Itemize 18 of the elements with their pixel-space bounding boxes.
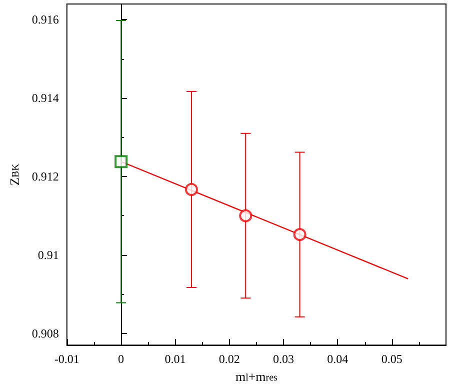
x-tick-label: 0.05 [381, 352, 402, 366]
x-tick-label: 0.01 [164, 352, 186, 366]
x-tick-label: 0 [118, 352, 124, 366]
x-tick-label: 0.03 [273, 352, 294, 366]
x-axis-title: ml+mres [235, 369, 278, 384]
y-tick-label: 0.908 [32, 326, 59, 340]
y-tick-label: 0.91 [38, 248, 59, 262]
point [114, 155, 128, 168]
x-tick-label: 0.02 [218, 352, 240, 366]
point [239, 209, 252, 222]
x-tick-label: 0.04 [327, 352, 348, 366]
y-axis-title: ZBK [7, 162, 22, 186]
y-tick-label: 0.916 [32, 12, 59, 27]
y-tick-label: 0.914 [32, 91, 59, 106]
point [184, 182, 198, 196]
y-tick-label: 0.912 [32, 170, 59, 184]
x-tick-label: -0.01 [54, 352, 80, 366]
point [293, 228, 306, 242]
